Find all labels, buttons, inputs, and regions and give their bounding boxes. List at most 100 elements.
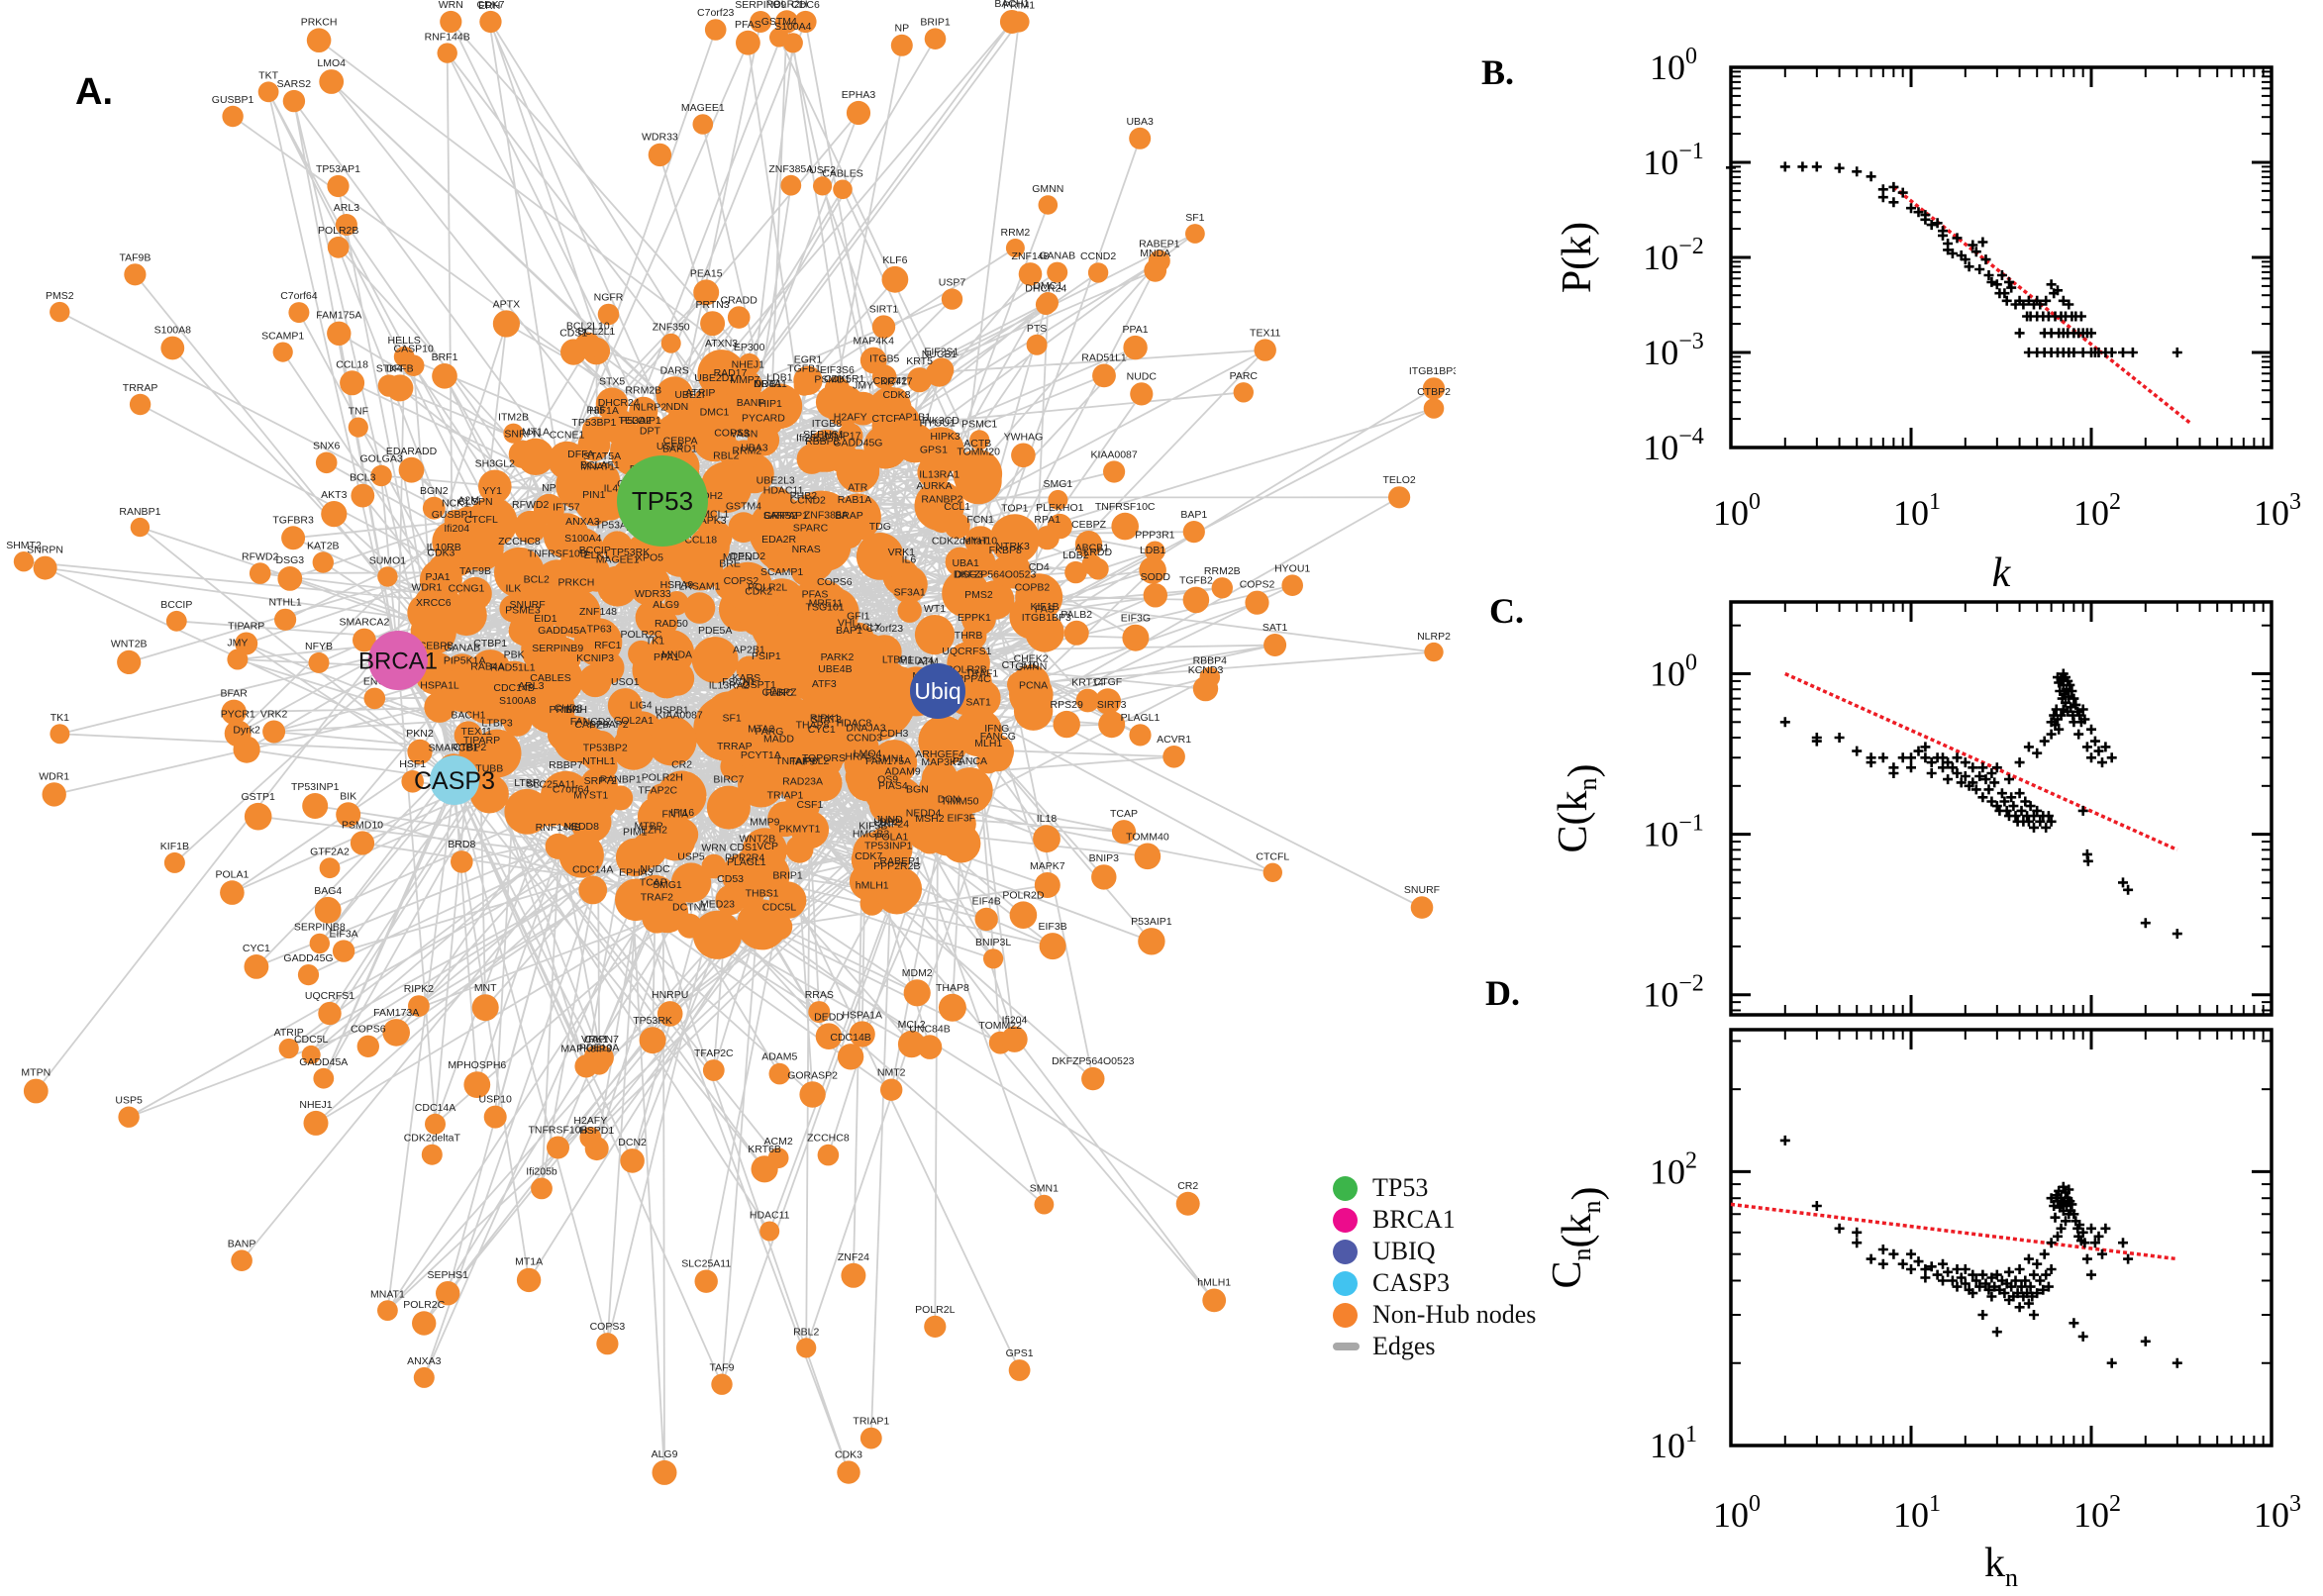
svg-text:ZNF385A: ZNF385A bbox=[804, 510, 849, 522]
svg-text:PFAS: PFAS bbox=[735, 19, 761, 31]
svg-text:BRIP1: BRIP1 bbox=[772, 869, 803, 881]
svg-text:HYOU1: HYOU1 bbox=[920, 417, 956, 429]
svg-text:DCN2: DCN2 bbox=[618, 1137, 647, 1148]
svg-text:ACLY: ACLY bbox=[856, 622, 882, 634]
svg-text:BAG4: BAG4 bbox=[314, 885, 342, 897]
svg-text:SLC25A11: SLC25A11 bbox=[527, 779, 576, 791]
svg-text:UBA1: UBA1 bbox=[952, 557, 979, 569]
svg-text:ALG9: ALG9 bbox=[653, 599, 679, 611]
svg-text:STAT3: STAT3 bbox=[811, 714, 842, 726]
svg-text:MYST1: MYST1 bbox=[573, 789, 608, 801]
svg-text:CDK7: CDK7 bbox=[855, 850, 882, 862]
svg-text:CT_610: CT_610 bbox=[1002, 659, 1040, 671]
svg-text:CDC14B: CDC14B bbox=[830, 1032, 870, 1044]
svg-text:PIK3CD: PIK3CD bbox=[922, 415, 960, 427]
svg-text:PSMC1: PSMC1 bbox=[961, 418, 997, 430]
svg-text:TOMM22: TOMM22 bbox=[978, 1020, 1022, 1032]
svg-text:COPS2: COPS2 bbox=[724, 575, 759, 587]
svg-text:PRIM1: PRIM1 bbox=[1003, 0, 1035, 11]
svg-text:TFAP2C: TFAP2C bbox=[638, 785, 677, 797]
legend-label: TP53 bbox=[1372, 1173, 1429, 1202]
svg-text:DNAJA3: DNAJA3 bbox=[846, 722, 885, 734]
svg-text:ACM2: ACM2 bbox=[764, 1136, 793, 1147]
svg-text:CD53: CD53 bbox=[717, 873, 744, 885]
svg-text:MT1A: MT1A bbox=[522, 427, 550, 439]
svg-text:TP53INP1: TP53INP1 bbox=[864, 840, 913, 851]
svg-text:PTS: PTS bbox=[1027, 323, 1047, 335]
svg-text:FNTA: FNTA bbox=[661, 809, 688, 821]
svg-text:XRCC6: XRCC6 bbox=[416, 597, 452, 609]
chart-c: 100 10−1 10−2 C(kn) bbox=[1551, 600, 2273, 1017]
svg-text:CDC5L: CDC5L bbox=[762, 902, 797, 914]
svg-text:HYOU1: HYOU1 bbox=[1274, 562, 1310, 574]
svg-text:NFYB: NFYB bbox=[305, 641, 333, 652]
svg-text:LDB2: LDB2 bbox=[1062, 549, 1088, 561]
svg-text:PARG: PARG bbox=[756, 726, 784, 738]
svg-text:hMLH1: hMLH1 bbox=[856, 879, 889, 891]
svg-text:SMG1: SMG1 bbox=[1044, 478, 1073, 490]
svg-text:BANP: BANP bbox=[228, 1238, 256, 1249]
svg-text:RFWD2: RFWD2 bbox=[512, 499, 549, 511]
svg-text:ARL3: ARL3 bbox=[518, 680, 544, 692]
legend-item-edges: Edges bbox=[1333, 1331, 1536, 1362]
svg-text:EPHA3: EPHA3 bbox=[619, 867, 654, 879]
svg-text:GMNN: GMNN bbox=[1032, 183, 1063, 195]
svg-text:IL13RA1: IL13RA1 bbox=[919, 469, 960, 481]
svg-text:BRCA1: BRCA1 bbox=[358, 648, 438, 674]
svg-text:IL6: IL6 bbox=[902, 553, 917, 565]
svg-text:SEPHS1: SEPHS1 bbox=[427, 1269, 468, 1281]
svg-text:ERH: ERH bbox=[478, 0, 500, 12]
chart-d: 100 101 102 103 102 101 kn Cn(kn) bbox=[1545, 1028, 2301, 1592]
svg-text:MCL1: MCL1 bbox=[701, 508, 729, 520]
svg-text:NUDC: NUDC bbox=[640, 863, 670, 875]
svg-text:MAGEE1: MAGEE1 bbox=[681, 102, 725, 114]
svg-text:TP53BP1: TP53BP1 bbox=[571, 417, 616, 429]
svg-text:TRIAP1: TRIAP1 bbox=[767, 789, 804, 801]
svg-text:WNT2B: WNT2B bbox=[111, 639, 148, 650]
hub-node-brca1: BRCA1 bbox=[358, 631, 438, 690]
svg-text:ITGB1BP3: ITGB1BP3 bbox=[1022, 612, 1071, 624]
svg-text:LIG4: LIG4 bbox=[630, 699, 653, 711]
svg-text:PSIP1: PSIP1 bbox=[752, 650, 781, 662]
network-panel: TP53RK KIAA0087 THAP8 CDC14B DSG3 NTHL1 VRK1 CE… bbox=[6, 0, 1456, 1485]
svg-text:DPT: DPT bbox=[640, 426, 661, 438]
svg-text:NP: NP bbox=[895, 23, 910, 35]
svg-text:PARK2: PARK2 bbox=[821, 651, 855, 663]
svg-text:101: 101 bbox=[1650, 1422, 1697, 1465]
svg-text:SHMT2: SHMT2 bbox=[6, 540, 42, 551]
svg-text:RANBP1: RANBP1 bbox=[600, 773, 642, 785]
svg-text:PARC: PARC bbox=[1230, 370, 1259, 382]
axis-ticks bbox=[1729, 602, 2273, 1015]
svg-text:BRD8: BRD8 bbox=[448, 839, 475, 850]
legend-label: Edges bbox=[1372, 1332, 1436, 1360]
svg-text:PJA1: PJA1 bbox=[425, 571, 450, 583]
svg-text:RNF144B: RNF144B bbox=[425, 32, 470, 44]
svg-text:PPA1: PPA1 bbox=[654, 651, 679, 663]
legend-item-nonhub: Non-Hub nodes bbox=[1333, 1299, 1536, 1331]
svg-text:SMARCA2: SMARCA2 bbox=[340, 617, 390, 629]
svg-text:ATRIP: ATRIP bbox=[685, 387, 715, 399]
svg-text:WDR1: WDR1 bbox=[39, 770, 69, 782]
svg-text:OS9: OS9 bbox=[877, 774, 898, 786]
x-axis-title: kn bbox=[1984, 1541, 2018, 1592]
svg-text:COPS6: COPS6 bbox=[351, 1024, 386, 1036]
svg-text:KRT17: KRT17 bbox=[880, 376, 913, 388]
svg-text:ARL3: ARL3 bbox=[334, 202, 359, 214]
svg-text:PPP2R2B: PPP2R2B bbox=[873, 860, 920, 872]
svg-text:EIF3F: EIF3F bbox=[948, 812, 976, 824]
svg-text:HDAC11: HDAC11 bbox=[763, 484, 804, 496]
svg-text:SERPINB9: SERPINB9 bbox=[735, 0, 786, 11]
svg-text:EID1: EID1 bbox=[534, 613, 557, 625]
svg-text:10−1: 10−1 bbox=[1643, 811, 1704, 854]
svg-text:GANAB: GANAB bbox=[444, 642, 480, 653]
svg-text:CASP10: CASP10 bbox=[394, 343, 434, 354]
svg-text:CCL1: CCL1 bbox=[944, 501, 970, 513]
svg-text:WRN: WRN bbox=[701, 843, 726, 854]
svg-text:MADD: MADD bbox=[763, 734, 794, 746]
svg-text:PDE5A: PDE5A bbox=[698, 625, 732, 637]
svg-text:TGFB2: TGFB2 bbox=[1179, 575, 1213, 587]
svg-text:BRIP1: BRIP1 bbox=[920, 16, 951, 28]
svg-text:SMN1: SMN1 bbox=[1030, 1183, 1059, 1195]
svg-text:FANCG: FANCG bbox=[980, 731, 1016, 743]
svg-text:CTGF: CTGF bbox=[1094, 676, 1123, 688]
